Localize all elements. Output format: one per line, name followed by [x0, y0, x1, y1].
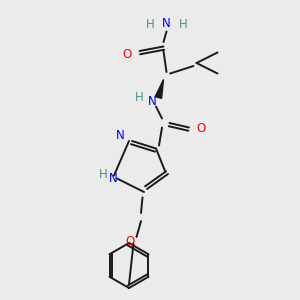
Text: N: N — [116, 129, 125, 142]
Text: O: O — [126, 235, 135, 248]
Text: H: H — [99, 168, 108, 181]
Text: H: H — [146, 18, 154, 31]
Text: O: O — [196, 122, 206, 135]
Polygon shape — [155, 80, 164, 98]
Text: N: N — [109, 172, 118, 185]
Text: O: O — [122, 48, 131, 61]
Text: H: H — [135, 91, 144, 104]
Text: N: N — [162, 17, 171, 30]
Text: N: N — [148, 95, 157, 108]
Text: H: H — [178, 18, 188, 31]
